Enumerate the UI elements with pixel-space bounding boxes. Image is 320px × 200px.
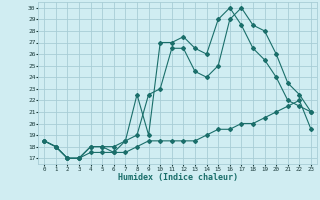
X-axis label: Humidex (Indice chaleur): Humidex (Indice chaleur): [118, 173, 238, 182]
